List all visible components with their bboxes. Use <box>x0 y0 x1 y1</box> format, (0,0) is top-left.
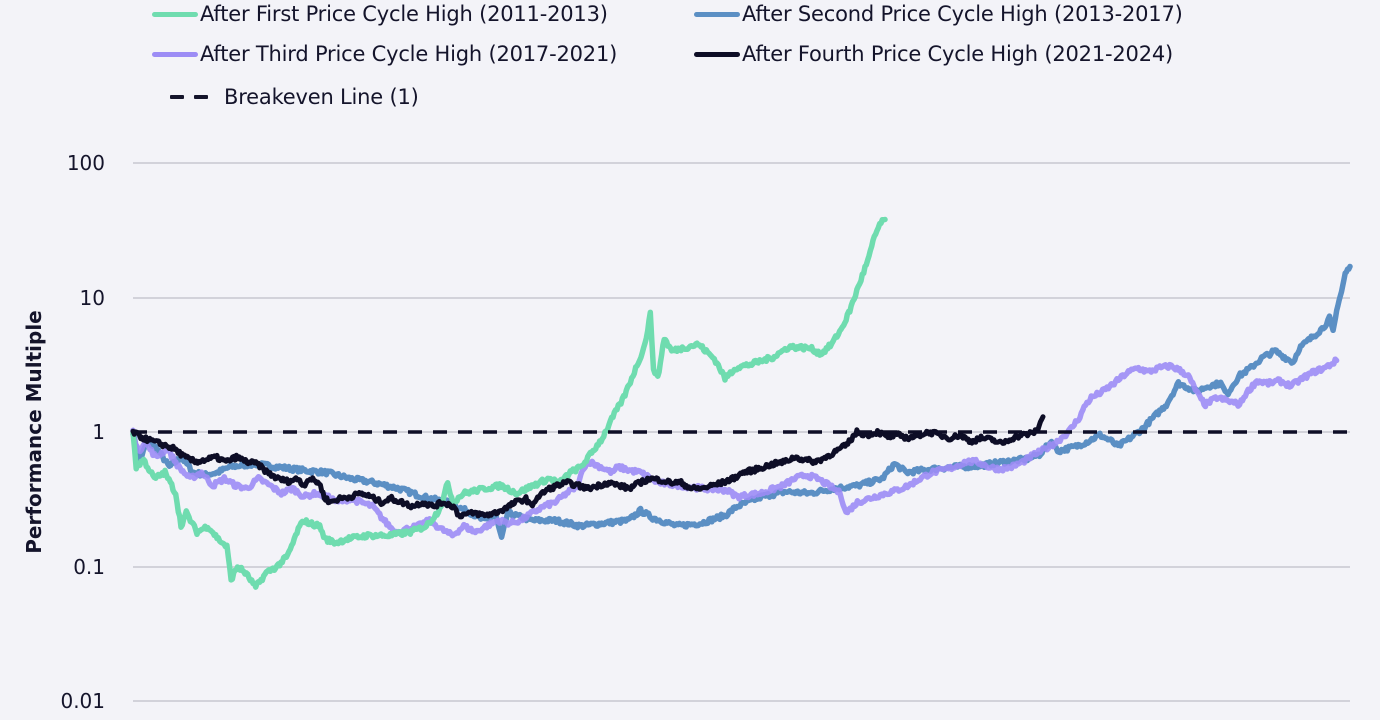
legend-swatch-black <box>694 51 740 57</box>
series-fourth-cycle <box>130 414 1046 520</box>
y-tick-100: 100 <box>66 151 105 175</box>
legend-label: After Second Price Cycle High (2013-2017… <box>742 2 1183 26</box>
y-tick-1: 1 <box>92 420 105 444</box>
legend-item-second-cycle[interactable]: After Second Price Cycle High (2013-2017… <box>694 2 1183 26</box>
legend-item-breakeven[interactable]: Breakeven Line (1) <box>170 85 419 109</box>
y-tick-0.1: 0.1 <box>73 555 105 579</box>
legend-label: Breakeven Line (1) <box>224 85 419 109</box>
legend-swatch-dashed <box>170 95 216 100</box>
legend-label: After First Price Cycle High (2011-2013) <box>200 2 608 26</box>
legend-label: After Third Price Cycle High (2017-2021) <box>200 42 618 66</box>
series-lines <box>130 216 1353 590</box>
y-tick-10: 10 <box>79 286 105 310</box>
legend-swatch-purple <box>152 51 198 57</box>
series-second-cycle <box>130 263 1353 540</box>
legend-swatch-blue <box>694 11 740 17</box>
y-tick-0.01: 0.01 <box>60 689 105 713</box>
series-first-cycle <box>130 216 888 590</box>
legend-swatch-green <box>152 11 198 17</box>
legend-item-first-cycle[interactable]: After First Price Cycle High (2011-2013) <box>152 2 608 26</box>
legend-label: After Fourth Price Cycle High (2021-2024… <box>742 42 1174 66</box>
legend-item-fourth-cycle[interactable]: After Fourth Price Cycle High (2021-2024… <box>694 42 1173 66</box>
chart-legend: After First Price Cycle High (2011-2013)… <box>0 0 1380 120</box>
legend-item-third-cycle[interactable]: After Third Price Cycle High (2017-2021) <box>152 42 617 66</box>
